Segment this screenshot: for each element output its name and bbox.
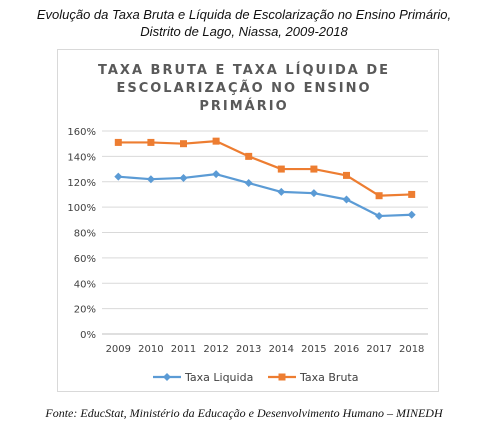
y-tick-label: 0% bbox=[80, 330, 96, 341]
source-note: Fonte: EducStat, Ministério da Educação … bbox=[45, 406, 443, 420]
x-tick-label: 2012 bbox=[203, 344, 228, 355]
data-point bbox=[342, 195, 351, 204]
figure-caption-line1: Evolução da Taxa Bruta e Líquida de Esco… bbox=[36, 7, 452, 22]
data-point bbox=[309, 189, 318, 198]
y-tick-label: 140% bbox=[67, 152, 96, 163]
chart-title-line2: ESCOLARIZAÇÃO NO ENSINO bbox=[116, 81, 372, 96]
y-tick-label: 80% bbox=[74, 229, 96, 240]
data-point bbox=[245, 152, 253, 160]
data-point bbox=[343, 171, 350, 179]
y-tick-label: 100% bbox=[67, 203, 96, 214]
x-tick-label: 2013 bbox=[236, 344, 261, 355]
data-point bbox=[212, 170, 221, 179]
data-point bbox=[277, 187, 286, 196]
legend-marker bbox=[278, 373, 286, 381]
data-point bbox=[179, 173, 188, 182]
y-tick-label: 60% bbox=[74, 254, 96, 265]
data-point bbox=[114, 172, 123, 181]
y-tick-label: 20% bbox=[74, 305, 96, 316]
y-tick-label: 40% bbox=[74, 279, 96, 290]
data-point bbox=[310, 165, 318, 173]
data-point bbox=[146, 175, 155, 184]
data-point bbox=[212, 137, 220, 145]
data-point bbox=[180, 140, 187, 148]
series-line-0 bbox=[118, 173, 412, 218]
data-point bbox=[408, 190, 416, 198]
chart-title-line1: TAXA BRUTA E TAXA LÍQUIDA DE bbox=[98, 63, 390, 78]
data-point bbox=[375, 212, 384, 221]
x-tick-label: 2011 bbox=[171, 344, 196, 355]
x-tick-label: 2016 bbox=[334, 344, 359, 355]
series-line-1 bbox=[118, 140, 412, 197]
x-tick-label: 2017 bbox=[366, 344, 391, 355]
chart-title-line3: PRIMÁRIO bbox=[199, 99, 289, 114]
x-tick-label: 2014 bbox=[269, 344, 294, 355]
data-point bbox=[244, 179, 253, 188]
legend-label: Taxa Bruta bbox=[299, 371, 358, 384]
x-tick-label: 2009 bbox=[106, 344, 131, 355]
data-point bbox=[407, 210, 416, 219]
y-tick-label: 120% bbox=[67, 178, 96, 189]
figure-caption-line2: Distrito de Lago, Niassa, 2009-2018 bbox=[140, 24, 348, 39]
chart-frame bbox=[57, 49, 439, 392]
data-point bbox=[375, 192, 383, 200]
legend-label: Taxa Liquida bbox=[184, 371, 253, 384]
x-tick-label: 2015 bbox=[301, 344, 326, 355]
data-point bbox=[114, 138, 122, 146]
x-tick-label: 2010 bbox=[138, 344, 163, 355]
data-point bbox=[147, 138, 155, 146]
data-point bbox=[277, 165, 285, 173]
y-tick-label: 160% bbox=[67, 127, 96, 138]
legend-marker bbox=[163, 373, 171, 381]
x-tick-label: 2018 bbox=[399, 344, 424, 355]
